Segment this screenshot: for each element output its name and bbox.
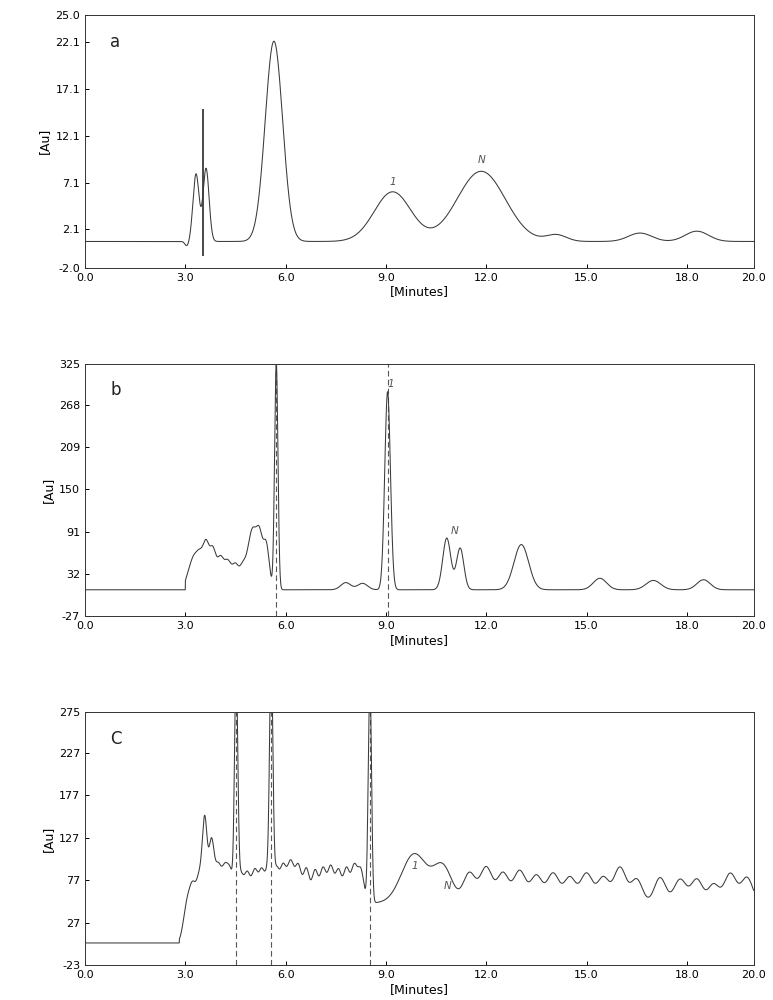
Text: a: a	[111, 33, 121, 51]
Text: N: N	[444, 881, 451, 891]
Y-axis label: [Au]: [Au]	[42, 826, 55, 852]
Text: b: b	[111, 381, 121, 399]
Text: 1: 1	[387, 379, 394, 389]
Y-axis label: [Au]: [Au]	[38, 128, 51, 154]
Y-axis label: [Au]: [Au]	[42, 477, 55, 503]
X-axis label: [Minutes]: [Minutes]	[390, 634, 449, 647]
Text: 1: 1	[390, 177, 396, 187]
Text: 1: 1	[411, 861, 417, 871]
Text: C: C	[111, 730, 122, 748]
Text: N: N	[451, 526, 458, 536]
X-axis label: [Minutes]: [Minutes]	[390, 285, 449, 298]
Text: N: N	[477, 155, 485, 165]
X-axis label: [Minutes]: [Minutes]	[390, 983, 449, 996]
